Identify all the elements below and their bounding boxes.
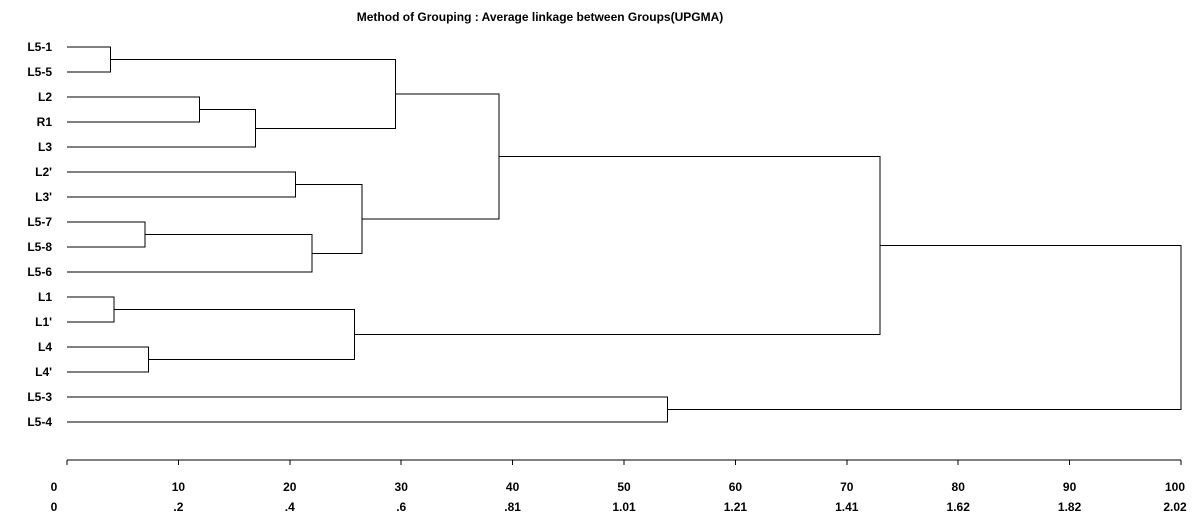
leaf-label: L1 (38, 290, 52, 304)
leaf-label: L5-7 (27, 215, 52, 229)
x-tick-label: 40 (506, 480, 520, 494)
leaf-label: L1' (35, 315, 52, 329)
x-tick-label: 80 (952, 480, 966, 494)
merge-branch-m14 (67, 396, 668, 423)
leaf-label: L5-1 (27, 40, 52, 54)
leaf-labels: L5-1 L5-5 L2 R1 L3 L2' L3' L5-7 L5-8 L5-6 L1 L1' L4 L… (27, 40, 52, 429)
merge-branch-m10 (67, 296, 115, 323)
merge-branch-m13 (354, 155, 881, 335)
x-tick-label: 30 (395, 480, 409, 494)
x-tick-label: 70 (840, 480, 854, 494)
merge-branch-m12 (113, 309, 355, 360)
chart-title: Method of Grouping : Average linkage bet… (357, 10, 723, 24)
x-distance-label: 1.82 (1058, 500, 1082, 514)
merge-branch-m7 (67, 234, 313, 273)
leaf-label: L2 (38, 90, 52, 104)
merge-branch-m11 (67, 346, 149, 373)
leaf-label: L3 (38, 140, 52, 154)
x-tick-label: 10 (172, 480, 186, 494)
merge-branch-m9 (362, 93, 500, 220)
x-distance-label: .81 (504, 500, 521, 514)
x-distance-label: .4 (285, 500, 295, 514)
leaf-label: L5-3 (27, 390, 52, 404)
merge-branch-m4 (110, 59, 397, 129)
merge-branch-m2 (67, 96, 201, 123)
merge-branch-m15 (667, 244, 1182, 410)
leaf-label: L5-6 (27, 265, 52, 279)
x-distance-label: .6 (396, 500, 406, 514)
x-tick-label: 100 (1165, 480, 1185, 494)
x-tick-label: 50 (617, 480, 631, 494)
dendrogram-branches (67, 46, 1182, 423)
x-distance-label: 1.01 (612, 500, 636, 514)
leaf-label: R1 (37, 115, 53, 129)
merge-branch-m5 (67, 171, 296, 198)
leaf-label: L3' (35, 190, 52, 204)
x-distance-label: 2.02 (1163, 500, 1187, 514)
x-distance-label: 1.21 (724, 500, 748, 514)
leaf-label: L4' (35, 365, 52, 379)
x-distance-label: 0 (51, 500, 58, 514)
merge-branch-m6 (67, 221, 146, 248)
leaf-label: L5-5 (27, 65, 52, 79)
x-tick-label: 90 (1063, 480, 1077, 494)
x-axis: 0 0 10 .2 20 .4 30 .6 40 .81 50 1.01 60 1.21 70 1.41 80 1… (51, 459, 1187, 514)
leaf-label: L5-4 (27, 415, 52, 429)
leaf-label: L4 (38, 340, 52, 354)
x-distance-label: .2 (173, 500, 183, 514)
x-distance-label: 1.62 (947, 500, 971, 514)
merge-branch-m8 (295, 184, 363, 254)
leaf-label: L5-8 (27, 240, 52, 254)
merge-branch-m3 (67, 109, 256, 148)
x-distance-label: 1.41 (835, 500, 859, 514)
leaf-label: L2' (35, 165, 52, 179)
x-tick-label: 60 (729, 480, 743, 494)
merge-branch-m1 (67, 46, 111, 73)
x-tick-label: 0 (51, 480, 58, 494)
x-tick-label: 20 (283, 480, 297, 494)
